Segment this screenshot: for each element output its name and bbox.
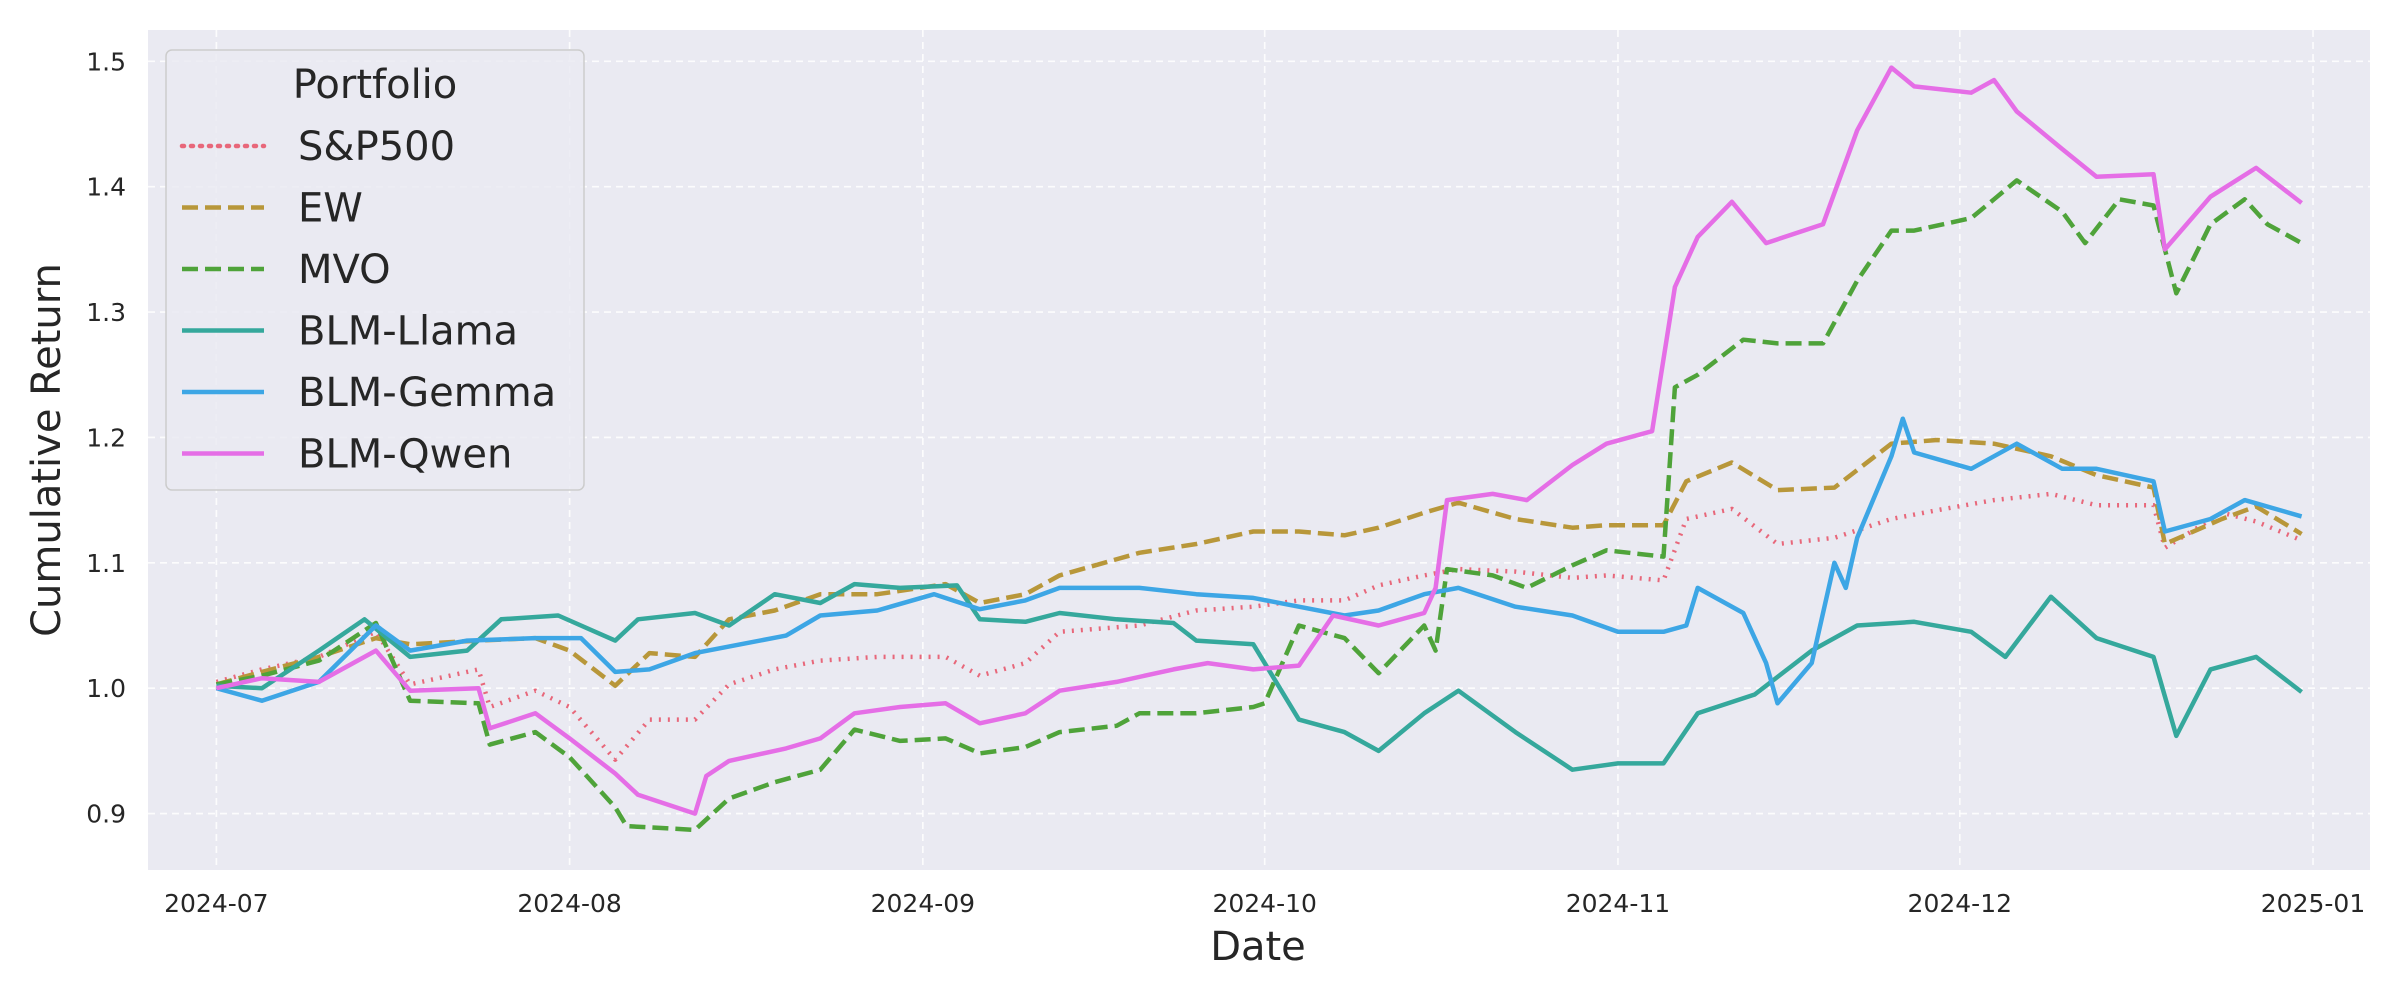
legend-label-blm-gemma: BLM-Gemma <box>298 370 556 416</box>
series-lines <box>215 65 2303 833</box>
x-tick-label: 2024-11 <box>1566 889 1670 918</box>
y-tick-label: 1.4 <box>86 173 126 202</box>
series-line-blm-gemma <box>215 416 2303 706</box>
x-tick-label: 2024-09 <box>871 889 975 918</box>
series-line-blm-llama <box>216 581 2303 772</box>
y-tick-label: 1.5 <box>86 47 126 76</box>
series-line-ew <box>215 437 2303 688</box>
y-tick-label: 1.3 <box>86 298 126 327</box>
x-axis-ticks: 2024-07 2024-08 2024-09 2024-10 2024-11 2024-… <box>164 889 2365 918</box>
legend-label-ew: EW <box>298 186 363 232</box>
x-tick-label: 2024-10 <box>1212 889 1316 918</box>
x-axis-title: Date <box>1210 924 1306 970</box>
legend-box <box>165 49 585 491</box>
grid-lines <box>148 30 2370 870</box>
x-tick-label: 2025-01 <box>2261 889 2365 918</box>
y-tick-label: 1.1 <box>86 549 126 578</box>
legend-label-mvo: MVO <box>298 247 391 293</box>
y-axis-ticks: 0.9 1.0 1.1 1.2 1.3 1.4 1.5 <box>86 47 126 828</box>
series-line-mvo <box>215 178 2303 833</box>
x-tick-label: 2024-12 <box>1908 889 2012 918</box>
y-tick-label: 1.2 <box>86 423 126 452</box>
x-tick-label: 2024-08 <box>517 889 621 918</box>
legend-title: Portfolio <box>293 62 458 108</box>
legend: Portfolio S&P500 EW MVO BLM-Llama BLM-Gemma B… <box>165 49 585 491</box>
y-tick-label: 1.0 <box>86 674 126 703</box>
y-axis-title: Cumulative Return <box>24 263 70 637</box>
legend-label-blm-llama: BLM-Llama <box>298 309 518 355</box>
x-tick-label: 2024-07 <box>164 889 268 918</box>
legend-label-s-p500: S&P500 <box>298 124 455 170</box>
legend-label-blm-qwen: BLM-Qwen <box>298 432 512 478</box>
y-tick-label: 0.9 <box>86 800 126 829</box>
series-line-blm-qwen <box>215 65 2303 816</box>
